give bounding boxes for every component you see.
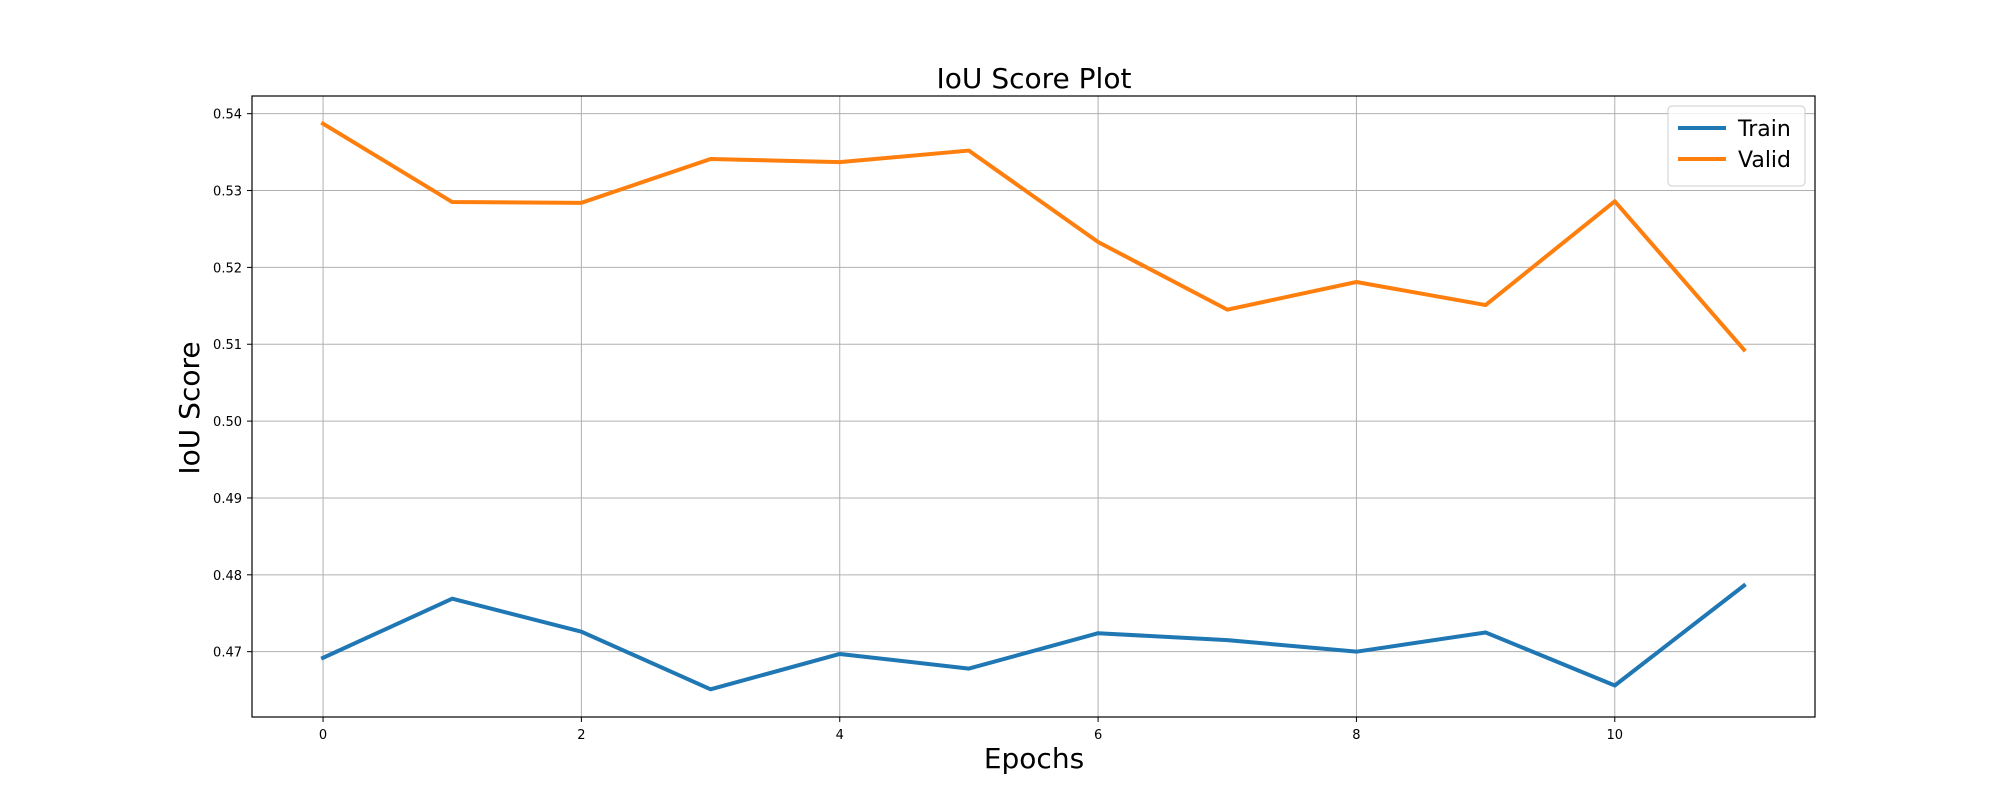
legend: Train Valid	[1667, 105, 1806, 187]
grid	[252, 96, 1815, 717]
x-tick-label: 2	[577, 728, 585, 743]
series-line-valid	[320, 120, 1747, 353]
y-tick-label: 0.51	[213, 338, 242, 353]
y-axis-label: IoU Score	[173, 341, 206, 474]
x-tick-label: 4	[836, 728, 844, 743]
chart-title: IoU Score Plot	[937, 62, 1132, 95]
series-lines	[320, 120, 1747, 692]
series-line-train	[320, 582, 1747, 692]
axis-ticks: 0 2 4 6 8 10 0.47 0.48 0.49 0.50 0.51 0.52 0.53 0.54	[213, 108, 1623, 743]
x-tick-label: 8	[1352, 728, 1360, 743]
x-tick-label: 6	[1094, 728, 1102, 743]
plot-frame	[251, 95, 1816, 718]
x-tick-label: 0	[319, 728, 327, 743]
y-tick-label: 0.52	[213, 261, 242, 276]
x-tick-label: 10	[1607, 728, 1624, 743]
y-tick-label: 0.47	[213, 646, 242, 661]
y-tick-label: 0.54	[213, 108, 242, 123]
legend-label-valid: Valid	[1738, 148, 1791, 173]
y-tick-label: 0.50	[213, 415, 242, 430]
y-tick-label: 0.49	[213, 492, 242, 507]
y-tick-label: 0.53	[213, 185, 242, 200]
y-tick-label: 0.48	[213, 569, 242, 584]
x-axis-label: Epochs	[984, 742, 1084, 775]
legend-label-train: Train	[1737, 117, 1791, 142]
